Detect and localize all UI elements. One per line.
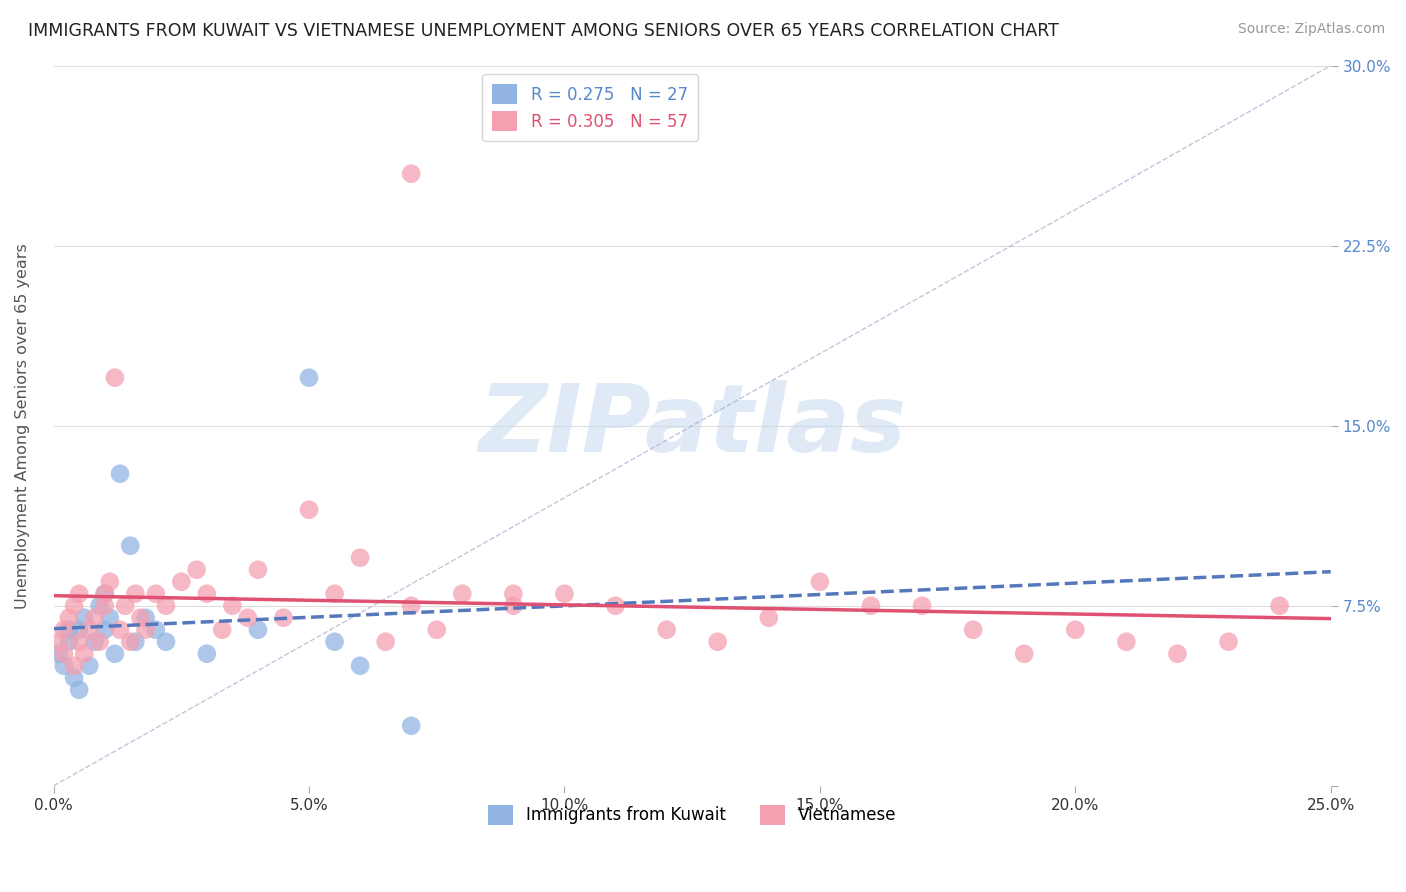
- Point: [399, 167, 422, 181]
- Point: [67, 634, 90, 648]
- Point: [93, 623, 115, 637]
- Text: IMMIGRANTS FROM KUWAIT VS VIETNAMESE UNEMPLOYMENT AMONG SENIORS OVER 65 YEARS CO: IMMIGRANTS FROM KUWAIT VS VIETNAMESE UNE…: [28, 22, 1059, 40]
- Point: [1218, 634, 1240, 648]
- Point: [63, 671, 86, 685]
- Point: [73, 647, 96, 661]
- Point: [859, 599, 882, 613]
- Point: [1166, 647, 1188, 661]
- Point: [52, 658, 75, 673]
- Point: [962, 623, 984, 637]
- Point: [236, 611, 259, 625]
- Point: [79, 658, 101, 673]
- Point: [135, 623, 157, 637]
- Point: [67, 682, 90, 697]
- Point: [553, 587, 575, 601]
- Point: [89, 634, 111, 648]
- Point: [911, 599, 934, 613]
- Point: [808, 574, 831, 589]
- Point: [48, 634, 70, 648]
- Point: [1115, 634, 1137, 648]
- Point: [93, 587, 115, 601]
- Point: [89, 599, 111, 613]
- Point: [73, 611, 96, 625]
- Point: [58, 623, 80, 637]
- Point: [135, 611, 157, 625]
- Point: [170, 574, 193, 589]
- Point: [93, 587, 115, 601]
- Point: [195, 647, 218, 661]
- Point: [426, 623, 449, 637]
- Point: [273, 611, 295, 625]
- Point: [93, 599, 115, 613]
- Y-axis label: Unemployment Among Seniors over 65 years: Unemployment Among Seniors over 65 years: [15, 243, 30, 608]
- Point: [502, 587, 524, 601]
- Point: [129, 611, 152, 625]
- Point: [104, 370, 127, 384]
- Point: [451, 587, 474, 601]
- Point: [52, 647, 75, 661]
- Point: [1268, 599, 1291, 613]
- Point: [124, 587, 146, 601]
- Point: [120, 634, 142, 648]
- Point: [502, 599, 524, 613]
- Point: [349, 658, 371, 673]
- Point: [108, 467, 131, 481]
- Point: [706, 634, 728, 648]
- Point: [104, 647, 127, 661]
- Point: [155, 599, 177, 613]
- Point: [399, 719, 422, 733]
- Point: [63, 599, 86, 613]
- Point: [79, 623, 101, 637]
- Point: [155, 634, 177, 648]
- Point: [67, 623, 90, 637]
- Point: [246, 623, 269, 637]
- Point: [114, 599, 136, 613]
- Point: [221, 599, 243, 613]
- Point: [374, 634, 396, 648]
- Point: [349, 550, 371, 565]
- Point: [246, 563, 269, 577]
- Point: [298, 370, 321, 384]
- Point: [98, 574, 121, 589]
- Point: [211, 623, 233, 637]
- Point: [1064, 623, 1087, 637]
- Point: [195, 587, 218, 601]
- Point: [83, 634, 105, 648]
- Point: [758, 611, 780, 625]
- Point: [1012, 647, 1035, 661]
- Point: [58, 634, 80, 648]
- Point: [120, 539, 142, 553]
- Point: [323, 587, 346, 601]
- Point: [63, 658, 86, 673]
- Point: [48, 647, 70, 661]
- Point: [67, 587, 90, 601]
- Point: [605, 599, 627, 613]
- Point: [52, 623, 75, 637]
- Point: [655, 623, 678, 637]
- Point: [58, 611, 80, 625]
- Point: [399, 599, 422, 613]
- Point: [186, 563, 208, 577]
- Point: [98, 611, 121, 625]
- Legend: Immigrants from Kuwait, Vietnamese: Immigrants from Kuwait, Vietnamese: [478, 795, 907, 835]
- Point: [298, 502, 321, 516]
- Text: ZIPatlas: ZIPatlas: [478, 380, 907, 472]
- Point: [83, 611, 105, 625]
- Point: [108, 623, 131, 637]
- Point: [124, 634, 146, 648]
- Point: [145, 587, 167, 601]
- Text: Source: ZipAtlas.com: Source: ZipAtlas.com: [1237, 22, 1385, 37]
- Point: [323, 634, 346, 648]
- Point: [145, 623, 167, 637]
